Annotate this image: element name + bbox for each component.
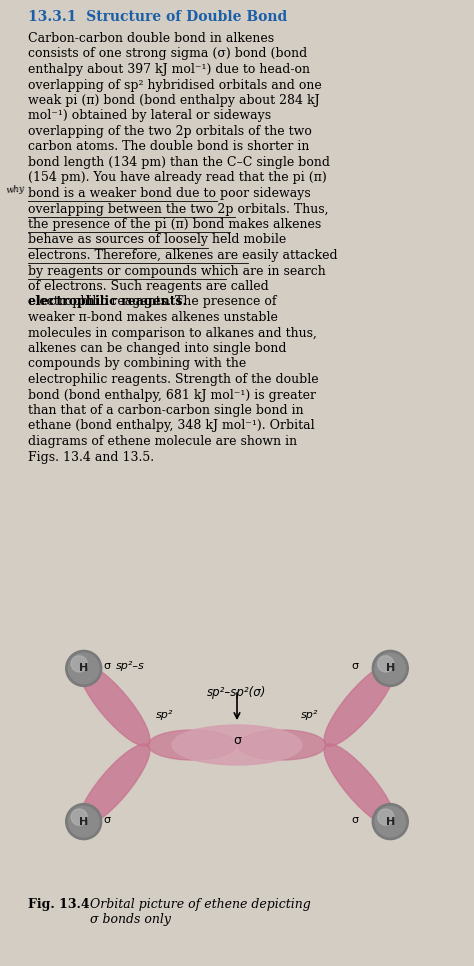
Text: σ: σ	[104, 814, 111, 825]
Text: sp²: sp²	[301, 710, 318, 720]
Text: electrons. Therefore, alkenes are easily attacked: electrons. Therefore, alkenes are easily…	[28, 249, 337, 262]
Text: (154 pm). You have already read that the pi (π): (154 pm). You have already read that the…	[28, 172, 327, 185]
Text: alkenes can be changed into single bond: alkenes can be changed into single bond	[28, 342, 286, 355]
Ellipse shape	[324, 744, 395, 827]
Text: H: H	[386, 664, 395, 673]
Text: Orbital picture of ethene depicting
σ bonds only: Orbital picture of ethene depicting σ bo…	[90, 898, 311, 926]
Text: compounds by combining with the: compounds by combining with the	[28, 357, 246, 371]
Text: molecules in comparison to alkanes and thus,: molecules in comparison to alkanes and t…	[28, 327, 317, 339]
Text: why: why	[6, 184, 25, 194]
Text: overlapping of the two 2p orbitals of the two: overlapping of the two 2p orbitals of th…	[28, 125, 312, 138]
Text: electrophilic reagents.: electrophilic reagents.	[28, 296, 187, 308]
Ellipse shape	[324, 664, 395, 746]
Text: bond length (134 pm) than the C–C single bond: bond length (134 pm) than the C–C single…	[28, 156, 330, 169]
Text: Figs. 13.4 and 13.5.: Figs. 13.4 and 13.5.	[28, 450, 154, 464]
Text: sp²: sp²	[156, 710, 173, 720]
Text: weak pi (π) bond (bond enthalpy about 284 kJ: weak pi (π) bond (bond enthalpy about 28…	[28, 94, 319, 107]
Text: ethane (bond enthalpy, 348 kJ mol⁻¹). Orbital: ethane (bond enthalpy, 348 kJ mol⁻¹). Or…	[28, 419, 315, 433]
Ellipse shape	[148, 730, 236, 760]
Text: mol⁻¹) obtained by lateral or sideways: mol⁻¹) obtained by lateral or sideways	[28, 109, 271, 123]
Text: sp²–sp²(σ): sp²–sp²(σ)	[207, 686, 267, 699]
Circle shape	[375, 653, 406, 684]
Text: than that of a carbon-carbon single bond in: than that of a carbon-carbon single bond…	[28, 404, 304, 417]
Circle shape	[372, 804, 408, 839]
Circle shape	[378, 809, 394, 825]
Text: 13.3.1  Structure of Double Bond: 13.3.1 Structure of Double Bond	[28, 10, 287, 24]
Ellipse shape	[172, 725, 302, 765]
Circle shape	[375, 807, 406, 837]
Text: Carbon-carbon double bond in alkenes: Carbon-carbon double bond in alkenes	[28, 32, 274, 45]
Text: σ: σ	[351, 662, 358, 671]
Text: sp²–s: sp²–s	[116, 662, 145, 671]
Text: electrophilic reagents. Strength of the double: electrophilic reagents. Strength of the …	[28, 373, 319, 386]
Circle shape	[68, 653, 99, 684]
Text: bond is a weaker bond due to poor sideways: bond is a weaker bond due to poor sidewa…	[28, 187, 311, 200]
Text: electrophilic reagents. The presence of: electrophilic reagents. The presence of	[28, 296, 276, 308]
Text: of electrons. Such reagents are called: of electrons. Such reagents are called	[28, 280, 269, 293]
Ellipse shape	[79, 664, 150, 746]
Circle shape	[378, 656, 394, 672]
Text: σ: σ	[233, 733, 241, 747]
Circle shape	[372, 650, 408, 687]
Text: carbon atoms. The double bond is shorter in: carbon atoms. The double bond is shorter…	[28, 140, 310, 154]
Text: enthalpy about 397 kJ mol⁻¹) due to head-on: enthalpy about 397 kJ mol⁻¹) due to head…	[28, 63, 310, 76]
Text: H: H	[79, 664, 88, 673]
Circle shape	[68, 807, 99, 837]
Text: σ: σ	[351, 814, 358, 825]
Ellipse shape	[79, 744, 150, 827]
Text: overlapping of sp² hybridised orbitals and one: overlapping of sp² hybridised orbitals a…	[28, 78, 322, 92]
Text: overlapping between the two 2p orbitals. Thus,: overlapping between the two 2p orbitals.…	[28, 203, 328, 215]
Text: bond (bond enthalpy, 681 kJ mol⁻¹) is greater: bond (bond enthalpy, 681 kJ mol⁻¹) is gr…	[28, 388, 316, 402]
Text: consists of one strong sigma (σ) bond (bond: consists of one strong sigma (σ) bond (b…	[28, 47, 307, 61]
Text: weaker π-bond makes alkenes unstable: weaker π-bond makes alkenes unstable	[28, 311, 278, 324]
Text: σ: σ	[104, 662, 111, 671]
Circle shape	[66, 804, 102, 839]
Circle shape	[71, 809, 87, 825]
Circle shape	[66, 650, 102, 687]
Ellipse shape	[238, 730, 326, 760]
Text: H: H	[386, 816, 395, 827]
Text: Fig. 13.4: Fig. 13.4	[28, 898, 90, 911]
Text: H: H	[79, 816, 88, 827]
Text: behave as sources of loosely held mobile: behave as sources of loosely held mobile	[28, 234, 286, 246]
Text: the presence of the pi (π) bond makes alkenes: the presence of the pi (π) bond makes al…	[28, 218, 321, 231]
Text: diagrams of ethene molecule are shown in: diagrams of ethene molecule are shown in	[28, 435, 297, 448]
Text: by reagents or compounds which are in search: by reagents or compounds which are in se…	[28, 265, 326, 277]
Circle shape	[71, 656, 87, 672]
